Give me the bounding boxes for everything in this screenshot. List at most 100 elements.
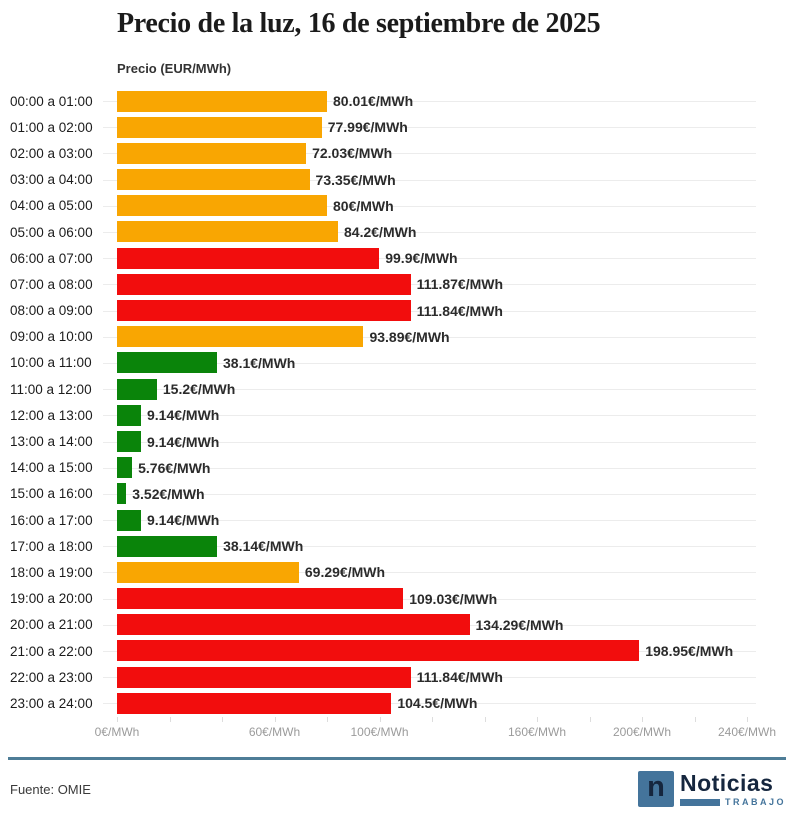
row-plot: 3.52€/MWh: [103, 481, 756, 507]
row-plot: 9.14€/MWh: [103, 507, 756, 533]
bar: [117, 326, 364, 348]
row-plot: 111.84€/MWh: [103, 664, 756, 690]
chart-row: 02:00 a 03:00 72.03€/MWh: [0, 140, 794, 166]
bar-value-label: 109.03€/MWh: [409, 590, 498, 607]
row-grid-line: [103, 389, 756, 391]
row-grid-line: [103, 153, 756, 155]
chart-row: 16:00 a 17:00 9.14€/MWh: [0, 507, 794, 533]
row-grid-line: [103, 520, 756, 522]
row-label: 19:00 a 20:00: [10, 591, 93, 607]
row-label: 16:00 a 17:00: [10, 512, 93, 528]
row-label: 13:00 a 14:00: [10, 434, 93, 450]
row-label: 01:00 a 02:00: [10, 119, 93, 135]
bar: [117, 483, 127, 505]
logo-n-icon: n: [637, 771, 674, 807]
chart-row: 19:00 a 20:00 109.03€/MWh: [0, 586, 794, 612]
row-grid-line: [103, 101, 756, 103]
chart-row: 15:00 a 16:00 3.52€/MWh: [0, 481, 794, 507]
row-grid-line: [103, 703, 756, 705]
row-label: 12:00 a 13:00: [10, 407, 93, 423]
bar-value-label: 80€/MWh: [333, 197, 394, 214]
chart-row: 01:00 a 02:00 77.99€/MWh: [0, 114, 794, 140]
x-axis-tick-label: 60€/MWh: [248, 725, 301, 739]
row-label: 22:00 a 23:00: [10, 669, 93, 685]
row-plot: 93.89€/MWh: [103, 324, 756, 350]
row-plot: 9.14€/MWh: [103, 428, 756, 454]
row-grid-line: [103, 310, 756, 312]
chart-row: 08:00 a 09:00 111.84€/MWh: [0, 298, 794, 324]
x-axis-tick: [642, 717, 643, 722]
row-plot: 111.87€/MWh: [103, 271, 756, 297]
bar: [117, 430, 141, 452]
row-plot: 5.76€/MWh: [103, 455, 756, 481]
row-plot: 104.5€/MWh: [103, 690, 756, 716]
bar-value-label: 72.03€/MWh: [312, 145, 393, 162]
bar: [117, 640, 640, 662]
bar: [117, 378, 157, 400]
row-label: 21:00 a 22:00: [10, 643, 93, 659]
row-label: 07:00 a 08:00: [10, 276, 93, 292]
row-grid-line: [103, 598, 756, 600]
bar: [117, 195, 327, 217]
logo-sub-bar: [679, 798, 720, 806]
chart-row: 11:00 a 12:00 15.2€/MWh: [0, 376, 794, 402]
x-axis-tick-label: 200€/MWh: [612, 725, 672, 739]
row-grid-line: [103, 232, 756, 234]
x-axis-tick: [484, 717, 486, 722]
row-label: 20:00 a 21:00: [10, 617, 93, 633]
row-plot: 73.35€/MWh: [103, 167, 756, 193]
bar-value-label: 69.29€/MWh: [304, 564, 386, 581]
row-label: 04:00 a 05:00: [10, 198, 93, 214]
row-label: 11:00 a 12:00: [10, 381, 92, 397]
chart-row: 20:00 a 21:00 134.29€/MWh: [0, 612, 794, 638]
bar: [117, 457, 133, 479]
row-grid-line: [103, 205, 756, 207]
row-grid-line: [103, 258, 756, 260]
source-text: Fuente: OMIE: [10, 782, 91, 797]
x-axis-tick: [117, 717, 118, 722]
axis-title: Precio (EUR/MWh): [117, 61, 232, 76]
chart-row: 12:00 a 13:00 9.14€/MWh: [0, 402, 794, 428]
row-label: 14:00 a 15:00: [10, 460, 93, 476]
logo-sub-text: TRABAJO: [724, 797, 786, 808]
x-axis-tick-label: 240€/MWh: [717, 725, 777, 739]
chart-row: 06:00 a 07:00 99.9€/MWh: [0, 245, 794, 271]
x-axis-tick: [537, 717, 538, 722]
chart-row: 07:00 a 08:00 111.87€/MWh: [0, 271, 794, 297]
x-axis-tick: [169, 717, 171, 722]
bar-value-label: 134.29€/MWh: [475, 616, 564, 633]
row-grid-line: [103, 179, 756, 181]
bar-value-label: 111.84€/MWh: [416, 302, 503, 319]
chart-row: 13:00 a 14:00 9.14€/MWh: [0, 428, 794, 454]
bar-value-label: 198.95€/MWh: [645, 643, 734, 660]
x-axis-tick-label: 0€/MWh: [94, 725, 140, 739]
bar-value-label: 3.52€/MWh: [132, 485, 205, 502]
row-plot: 15.2€/MWh: [103, 376, 756, 402]
row-plot: 77.99€/MWh: [103, 114, 756, 140]
row-grid-line: [103, 441, 756, 443]
bar: [117, 273, 411, 295]
row-grid-line: [103, 467, 756, 469]
x-axis-tick: [694, 717, 696, 722]
bar: [117, 561, 299, 583]
x-axis-tick-label: 160€/MWh: [507, 725, 567, 739]
bar: [117, 247, 380, 269]
logo-subline: TRABAJO: [679, 797, 786, 808]
bar: [117, 692, 392, 714]
row-plot: 134.29€/MWh: [103, 612, 756, 638]
bar-rows-container: 00:00 a 01:00 80.01€/MWh 01:00 a 02:00 77.9…: [0, 88, 794, 717]
chart-row: 05:00 a 06:00 84.2€/MWh: [0, 219, 794, 245]
row-label: 08:00 a 09:00: [10, 303, 93, 319]
bar-value-label: 38.14€/MWh: [223, 538, 304, 555]
row-label: 17:00 a 18:00: [10, 538, 93, 554]
row-label: 09:00 a 10:00: [10, 329, 93, 345]
row-label: 15:00 a 16:00: [10, 486, 93, 502]
row-plot: 69.29€/MWh: [103, 559, 756, 585]
bar-value-label: 111.84€/MWh: [416, 669, 503, 686]
row-grid-line: [103, 336, 756, 338]
row-grid-line: [103, 572, 756, 574]
row-plot: 38.14€/MWh: [103, 533, 756, 559]
chart-row: 22:00 a 23:00 111.84€/MWh: [0, 664, 794, 690]
row-grid-line: [103, 546, 756, 548]
